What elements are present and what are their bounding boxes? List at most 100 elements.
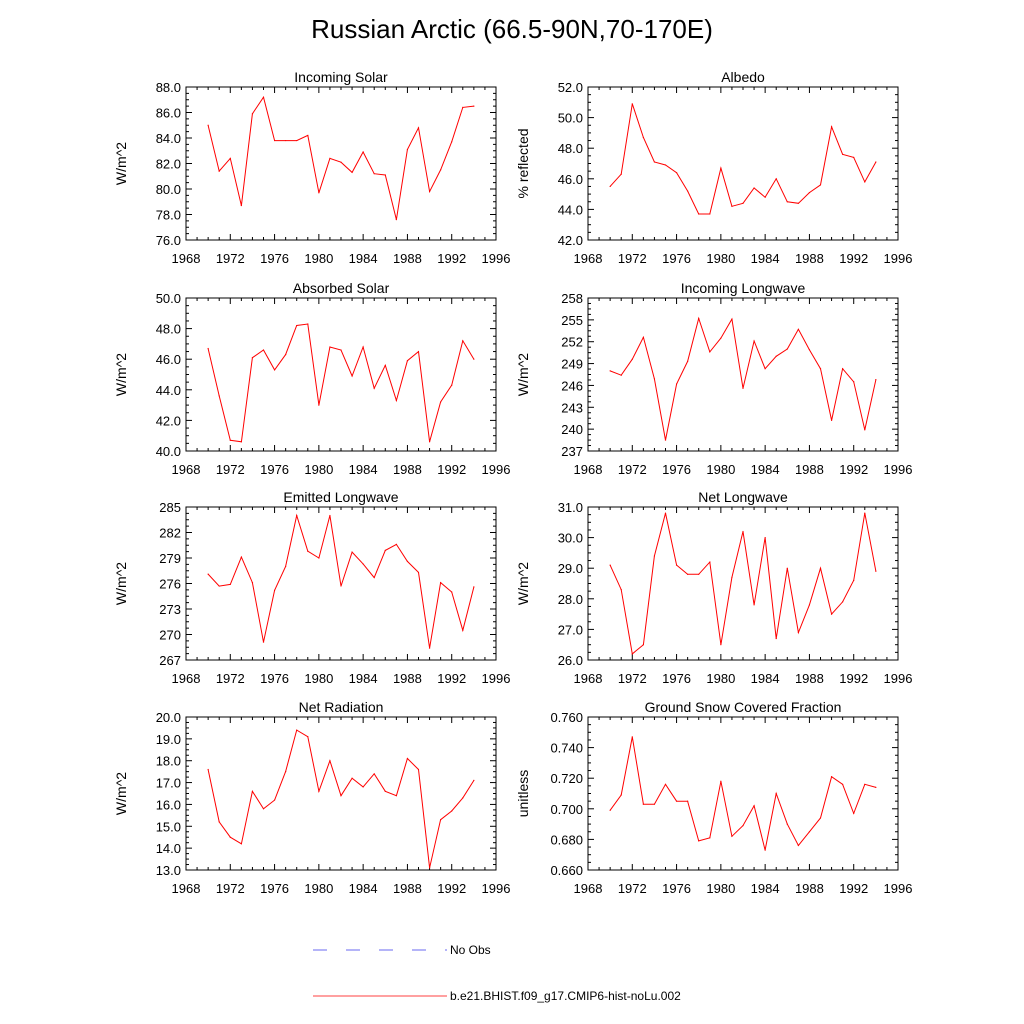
data-point <box>373 173 375 175</box>
y-tick-label: 0.700 <box>550 802 583 817</box>
y-axis-label: W/m^2 <box>113 772 129 815</box>
data-point <box>653 555 656 557</box>
x-tick-label: 1988 <box>795 462 824 477</box>
data-point <box>384 364 386 366</box>
data-point <box>240 204 242 207</box>
x-tick-label: 1972 <box>216 462 245 477</box>
y-axis-label: W/m^2 <box>113 562 129 605</box>
data-point <box>318 404 320 406</box>
data-point <box>830 613 833 615</box>
data-point <box>218 821 220 823</box>
x-tick-label: 1992 <box>839 462 868 477</box>
data-point <box>742 202 744 204</box>
chart-panel-3: Absorbed Solar W/m^2 1968 1972 1976 1980 1984 1… <box>113 280 510 477</box>
data-point <box>373 576 375 579</box>
x-tick-label: 1980 <box>706 671 735 686</box>
data-point <box>462 629 464 631</box>
data-point <box>875 161 877 163</box>
data-point <box>262 96 265 98</box>
data-point <box>207 573 209 575</box>
data-point <box>720 337 722 339</box>
data-point <box>262 808 265 810</box>
data-point <box>808 831 811 833</box>
x-tick-label: 1976 <box>260 671 289 686</box>
x-tick-label: 1968 <box>172 251 201 266</box>
data-point <box>218 395 220 397</box>
data-point <box>609 370 611 372</box>
data-point <box>731 835 733 837</box>
data-point <box>428 647 431 649</box>
x-tick-label: 1972 <box>618 251 647 266</box>
data-point <box>406 148 409 151</box>
y-tick-label: 279 <box>159 551 181 566</box>
data-point <box>753 187 755 189</box>
y-tick-label: 52.0 <box>558 80 583 95</box>
data-point <box>864 512 866 514</box>
y-tick-label: 27.0 <box>558 622 583 637</box>
y-tick-label: 14.0 <box>156 841 181 856</box>
data-point <box>240 843 242 845</box>
data-point <box>417 571 420 574</box>
y-tick-label: 267 <box>159 653 181 668</box>
data-point <box>229 157 231 159</box>
data-point <box>698 573 700 575</box>
data-point <box>797 202 799 204</box>
data-point <box>296 139 298 142</box>
data-point <box>620 374 622 376</box>
data-point <box>786 348 788 350</box>
data-point <box>318 790 320 792</box>
x-tick-label: 1992 <box>839 671 868 686</box>
x-tick-label: 1976 <box>260 462 289 477</box>
data-point <box>819 817 822 819</box>
data-point <box>742 387 744 389</box>
y-axis-label: % reflected <box>515 128 531 198</box>
data-point <box>830 126 833 128</box>
data-point <box>251 790 254 792</box>
x-tick-label: 1996 <box>482 881 511 896</box>
x-tick-label: 1988 <box>795 671 824 686</box>
data-point <box>753 340 755 342</box>
y-tick-label: 80.0 <box>156 182 181 197</box>
x-tick-label: 1996 <box>884 671 913 686</box>
data-point <box>451 384 453 386</box>
data-point <box>351 171 353 174</box>
data-point <box>262 349 265 351</box>
y-tick-label: 273 <box>159 602 181 617</box>
x-tick-label: 1984 <box>349 881 378 896</box>
data-point <box>631 736 633 738</box>
y-axis-label: W/m^2 <box>515 562 531 605</box>
y-tick-label: 42.0 <box>156 413 181 428</box>
y-tick-label: 240 <box>561 422 583 437</box>
data-point <box>218 170 220 172</box>
data-point <box>775 792 777 795</box>
data-point <box>240 556 242 558</box>
y-tick-label: 0.760 <box>550 710 583 725</box>
data-point <box>675 564 678 566</box>
data-point <box>395 399 397 402</box>
data-point <box>273 799 276 801</box>
chart-panel-6: Net Longwave W/m^2 1968 1972 1976 1980 1984 198… <box>515 489 912 686</box>
x-tick-label: 1984 <box>751 671 780 686</box>
panel-title: Absorbed Solar <box>293 280 390 296</box>
data-point <box>307 550 309 552</box>
data-point <box>307 736 309 738</box>
data-point <box>808 191 811 194</box>
data-point <box>675 172 678 174</box>
x-tick-label: 1976 <box>662 462 691 477</box>
y-tick-label: 285 <box>159 500 181 515</box>
y-tick-label: 48.0 <box>156 322 181 337</box>
panel-title: Net Longwave <box>698 489 788 505</box>
series-line <box>609 316 877 441</box>
data-point <box>340 585 342 587</box>
series-line <box>609 736 877 851</box>
x-tick-label: 1980 <box>706 881 735 896</box>
data-point <box>653 803 656 805</box>
y-tick-label: 17.0 <box>156 776 181 791</box>
data-point <box>273 369 276 371</box>
data-point <box>720 167 722 169</box>
data-point <box>473 779 475 781</box>
y-axis-label: unitless <box>515 770 531 817</box>
y-tick-label: 86.0 <box>156 106 181 121</box>
data-point <box>273 139 276 142</box>
data-point <box>285 771 287 773</box>
